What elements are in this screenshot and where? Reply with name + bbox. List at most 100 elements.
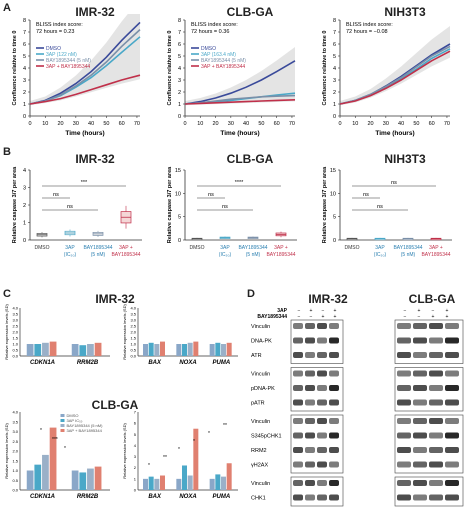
blot-band <box>293 323 303 329</box>
y-tick-label: 3.5 <box>12 312 18 317</box>
blot-band <box>429 337 443 344</box>
x-tick-label: 40 <box>243 121 249 127</box>
blot-band <box>329 432 339 439</box>
blot-band <box>293 385 303 391</box>
x-tick-label: 10 <box>197 121 203 127</box>
bar <box>209 344 215 356</box>
bar <box>215 474 221 490</box>
x-tick-label: 10 <box>352 121 358 127</box>
y-tick-label: 15 <box>175 168 181 174</box>
blot-row-label: S345pCHK1 <box>251 434 282 440</box>
blot-row-label: Vinculin <box>251 419 270 425</box>
y-tick-label: 3 <box>178 78 181 84</box>
blot-band <box>445 337 459 344</box>
blot-frame-clb <box>394 319 464 364</box>
gene-label: PUMA <box>212 494 230 500</box>
y-tick-label: 6 <box>134 421 137 426</box>
treatment-sign: + <box>418 308 421 314</box>
bar <box>215 342 221 356</box>
category-label: 3AP <box>65 245 75 251</box>
x-tick-label: 60 <box>274 121 280 127</box>
panel-b-charts: 0 1 2 3 4 Relative caspase 3/7 per area DMSO 3A… <box>12 166 452 258</box>
blot-band <box>445 418 459 424</box>
gene-label: BAX <box>148 494 162 500</box>
category-label: 3AP + <box>429 245 443 251</box>
panel-a-label: A <box>3 2 11 14</box>
blot-band <box>293 432 303 439</box>
y-tick-label: 2 <box>333 90 336 96</box>
x-tick-label: 60 <box>429 121 435 127</box>
sig-label: ns <box>377 204 383 210</box>
blot-band <box>429 461 443 468</box>
blot-band <box>293 461 303 468</box>
bliss-annotation-1: BLISS index score: <box>191 22 238 28</box>
bliss-annotation-2: 72 hours = 0.36 <box>191 29 229 35</box>
bar <box>182 465 187 490</box>
c-title-clb: CLB-GA <box>91 398 139 412</box>
bar <box>148 476 154 490</box>
y-tick-label: 8 <box>23 18 26 24</box>
legend-swatch <box>60 429 65 432</box>
x-axis-label: Time (hours) <box>375 130 414 137</box>
legend-label: 3AP IC₅₀ <box>67 418 83 423</box>
x-tick-label: 40 <box>88 121 94 127</box>
sig-label: * <box>178 447 180 453</box>
bar <box>226 463 232 490</box>
y-axis-label: Relative expression levels (SD) <box>122 423 127 479</box>
blot-band <box>429 370 443 377</box>
y-tick-label: 1.5 <box>12 336 18 341</box>
y-tick-label: 5 <box>333 215 336 221</box>
bar <box>193 428 199 490</box>
legend-label: 3AP + BAY1895344 <box>201 64 245 70</box>
category-label: 3AP <box>220 245 230 251</box>
blot-band <box>445 370 459 377</box>
treatment-sign: + <box>334 314 337 320</box>
blot-band <box>429 432 443 439</box>
y-tick-label: 5 <box>178 215 181 221</box>
y-tick-label: 7 <box>134 410 137 415</box>
bar <box>34 344 42 356</box>
blot-band <box>397 461 411 468</box>
y-tick-label: 3 <box>333 78 336 84</box>
sig-label: ns <box>67 204 73 210</box>
category-label: BAY1895344 <box>83 245 112 251</box>
gene-label: CDKN1A <box>30 360 55 366</box>
blot-band <box>305 494 315 501</box>
blot-band <box>293 399 303 406</box>
blot-band <box>445 494 459 501</box>
blot-row-label: pATR <box>251 401 265 407</box>
blot-band <box>329 418 339 424</box>
y-tick-label: 3.5 <box>130 312 136 317</box>
blot-band <box>293 480 303 486</box>
bar <box>160 341 165 356</box>
y-tick-label: 7 <box>333 30 336 36</box>
blot-band <box>413 480 427 486</box>
y-tick-label: 2.0 <box>12 449 18 454</box>
y-tick-label: 3.5 <box>12 419 18 424</box>
treatment-label: BAY1895344 <box>257 314 287 320</box>
y-tick-label: 2 <box>23 203 26 209</box>
bar <box>226 342 232 356</box>
sd-band <box>185 47 295 106</box>
y-tick-label: 1.0 <box>12 468 18 473</box>
y-axis-label: Confluence relative to time 0 <box>167 31 173 106</box>
blot-band <box>329 461 339 468</box>
sig-label: ns <box>391 180 397 186</box>
y-tick-label: 6 <box>178 42 181 48</box>
blot-band <box>429 480 443 486</box>
bar <box>143 344 148 356</box>
treatment-sign: − <box>322 308 325 314</box>
y-tick-label: 2.0 <box>12 330 18 335</box>
blot-band <box>445 432 459 439</box>
blot-band <box>397 399 411 406</box>
gene-label: RRM2B <box>77 494 99 500</box>
y-tick-label: 0.5 <box>130 348 136 353</box>
bar <box>154 344 160 356</box>
blot-band <box>293 370 303 377</box>
treatment-sign: − <box>404 308 407 314</box>
legend-label: DMSO <box>46 46 61 52</box>
y-tick-label: 6 <box>23 42 26 48</box>
blot-band <box>305 480 315 486</box>
